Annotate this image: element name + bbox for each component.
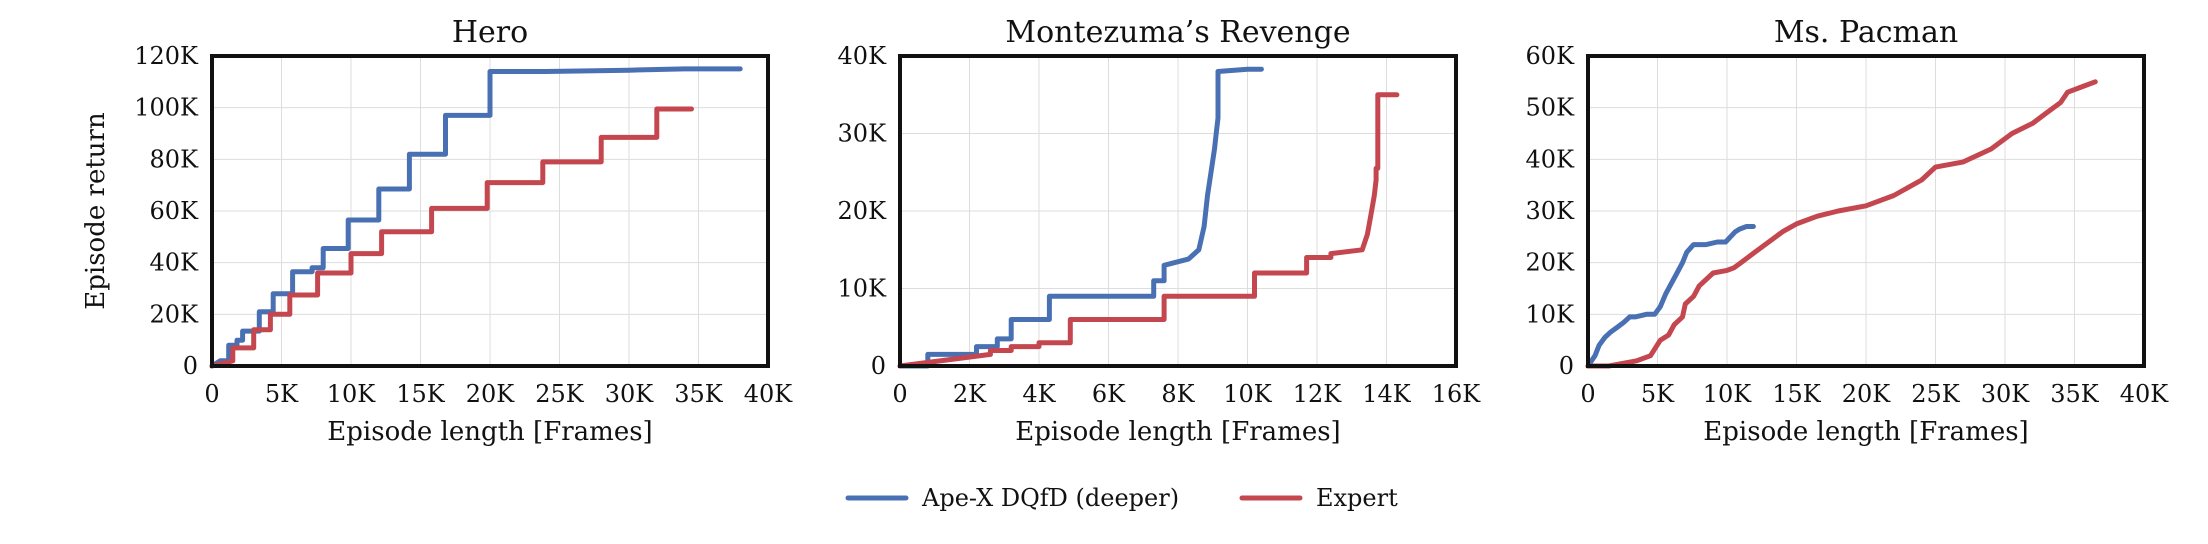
montezuma-x-tick-label: 6K (1092, 380, 1126, 408)
hero-x-tick-label: 0 (204, 380, 219, 408)
ms-pacman-x-tick-label: 0 (1580, 380, 1595, 408)
ms-pacman-plot-frame (1586, 54, 2146, 368)
hero-y-tick-label: 0 (183, 352, 198, 380)
ms-pacman-y-tick-label: 60K (1526, 42, 1576, 70)
ms-pacman-y-tick-label: 20K (1526, 249, 1576, 277)
montezuma-series-expert (897, 92, 1400, 369)
ms-pacman-x-tick-label: 35K (2050, 380, 2100, 408)
ms-pacman-y-tick-label: 50K (1526, 94, 1576, 122)
hero-x-tick-label: 10K (327, 380, 377, 408)
ms-pacman-y-tick-label: 0 (1559, 352, 1574, 380)
hero-plot-frame (210, 54, 770, 368)
chart-panel-ms-pacman: 0 5K 10K 15K 20K 25K 30K 35K 40K 0 10K 20K 30K 40K 50K… (1526, 15, 2170, 447)
hero-x-tick-label: 40K (744, 380, 794, 408)
hero-x-tick-label: 5K (265, 380, 299, 408)
hero-y-tick-label: 100K (134, 94, 199, 122)
hero-title: Hero (452, 15, 528, 50)
ms-pacman-y-tick-label: 30K (1526, 197, 1576, 225)
hero-y-tick-label: 20K (150, 300, 200, 328)
chart-panel-montezuma: 0 2K 4K 6K 8K 10K 12K 14K 16K 0 10K 20K 30K 40K Montez… (838, 15, 1482, 447)
montezuma-x-tick-label: 12K (1293, 380, 1343, 408)
hero-x-tick-label: 30K (605, 380, 655, 408)
montezuma-y-tick-label: 20K (838, 197, 888, 225)
ms-pacman-x-tick-label: 5K (1641, 380, 1675, 408)
montezuma-x-tick-label: 2K (953, 380, 987, 408)
ms-pacman-x-tick-label: 25K (1911, 380, 1961, 408)
hero-y-tick-label: 40K (150, 249, 200, 277)
hero-x-axis-label: Episode length [Frames] (327, 417, 652, 447)
legend-label-ape-x: Ape-X DQfD (deeper) (921, 484, 1179, 512)
ms-pacman-series-expert (1585, 79, 2098, 369)
ms-pacman-series-ape-x (1585, 224, 1756, 369)
ms-pacman-x-tick-label: 15K (1772, 380, 1822, 408)
montezuma-y-tick-label: 10K (838, 275, 888, 303)
hero-y-tick-label: 80K (150, 145, 200, 173)
montezuma-x-tick-label: 4K (1022, 380, 1056, 408)
hero-x-tick-label: 25K (535, 380, 585, 408)
ms-pacman-x-axis-label: Episode length [Frames] (1703, 417, 2028, 447)
montezuma-y-tick-label: 40K (838, 42, 888, 70)
chart-panel-hero: 0 5K 10K 15K 20K 25K 30K 35K 40K 0 20K 40K 60K 80K 100… (81, 15, 793, 447)
ms-pacman-title: Ms. Pacman (1774, 15, 1958, 50)
hero-series-expert (209, 106, 694, 369)
montezuma-title: Montezuma’s Revenge (1005, 15, 1350, 50)
ms-pacman-x-tick-label: 10K (1703, 380, 1753, 408)
ms-pacman-y-tick-label: 40K (1526, 145, 1576, 173)
hero-series-ape-x (209, 66, 743, 369)
montezuma-x-tick-label: 10K (1223, 380, 1273, 408)
montezuma-x-tick-label: 16K (1432, 380, 1482, 408)
hero-y-tick-label: 120K (134, 42, 199, 70)
ms-pacman-x-tick-label: 40K (2120, 380, 2170, 408)
montezuma-x-tick-label: 14K (1362, 380, 1412, 408)
hero-x-tick-label: 20K (466, 380, 516, 408)
ms-pacman-x-tick-label: 30K (1981, 380, 2031, 408)
hero-x-tick-label: 15K (396, 380, 446, 408)
montezuma-series-ape-x (897, 66, 1264, 369)
legend-label-expert: Expert (1316, 484, 1398, 512)
montezuma-plot-frame (898, 54, 1458, 368)
montezuma-x-tick-label: 8K (1161, 380, 1195, 408)
ms-pacman-x-tick-label: 20K (1842, 380, 1892, 408)
legend: Ape-X DQfD (deeper) Expert (845, 484, 1398, 512)
hero-x-tick-label: 35K (674, 380, 724, 408)
ms-pacman-y-tick-label: 10K (1526, 300, 1576, 328)
montezuma-x-tick-label: 0 (892, 380, 907, 408)
hero-y-axis-label: Episode return (81, 112, 111, 310)
hero-y-tick-label: 60K (150, 197, 200, 225)
montezuma-y-tick-label: 0 (871, 352, 886, 380)
montezuma-y-tick-label: 30K (838, 120, 888, 148)
montezuma-x-axis-label: Episode length [Frames] (1015, 417, 1340, 447)
